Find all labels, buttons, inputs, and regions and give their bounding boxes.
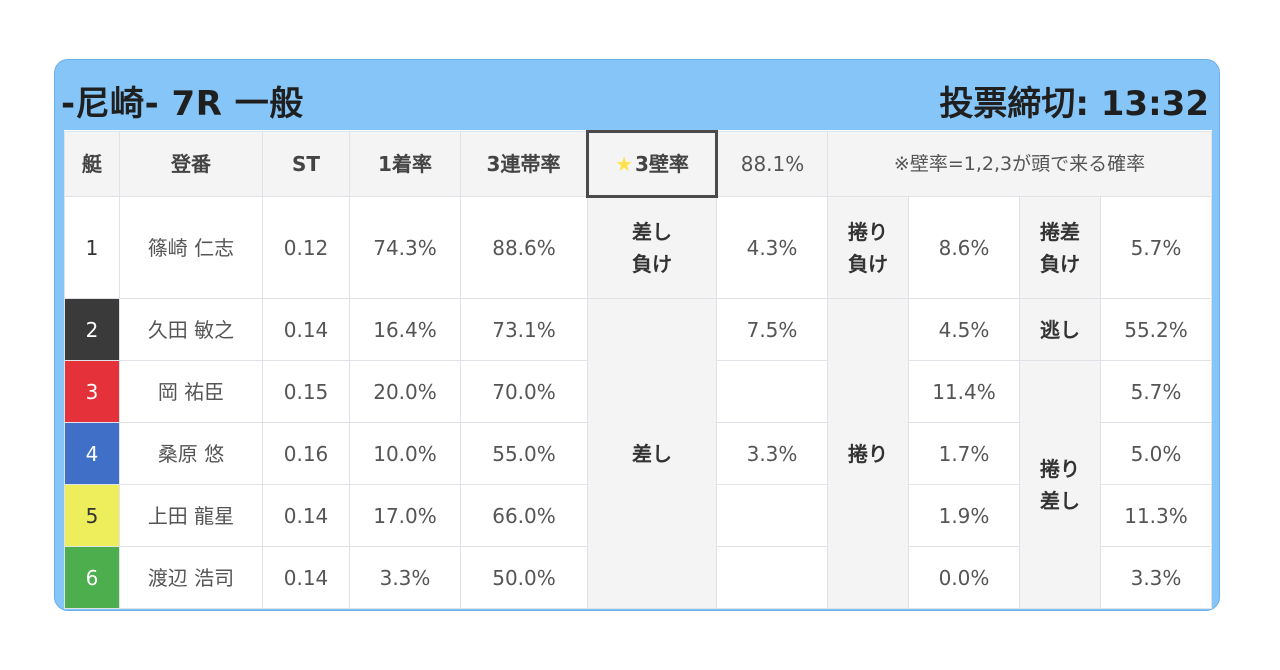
makurisashi-make-value: 5.7% — [1100, 196, 1212, 299]
racer-top3-rate: 55.0% — [460, 422, 588, 485]
racer-top3-rate: 66.0% — [460, 484, 588, 547]
racer-name: 渡辺 浩司 — [119, 546, 263, 609]
col-boat: 艇 — [64, 131, 120, 197]
race-title: -尼崎- 7R 一般 — [61, 84, 304, 124]
racer-win-rate: 10.0% — [349, 422, 461, 485]
racer-win-rate: 74.3% — [349, 196, 461, 299]
makuri-make-value: 8.6% — [908, 196, 1020, 299]
boat-number: 3 — [64, 360, 120, 423]
sashi-make-value: 4.3% — [716, 196, 828, 299]
col-top3: 3連帯率 — [460, 131, 588, 197]
table-row: 3 岡 祐臣 0.15 20.0% 70.0% 11.4% 捲り 差し 5.7% — [64, 360, 1212, 609]
wall-rate-value: 88.1% — [716, 131, 828, 197]
col-st: ST — [262, 131, 350, 197]
table-row: 1 篠崎 仁志 0.12 74.3% 88.6% 差し 負け 4.3% 捲り 負け … — [64, 196, 1212, 299]
racer-top3-rate: 73.1% — [460, 298, 588, 361]
racer-win-rate: 20.0% — [349, 360, 461, 423]
sashi-value — [716, 360, 828, 423]
race-panel: -尼崎- 7R 一般 投票締切: 13:32 艇 登番 ST 1着率 3連帯率 … — [54, 59, 1220, 611]
racer-name: 桑原 悠 — [119, 422, 263, 485]
makuri-value: 11.4% — [908, 360, 1020, 423]
makuri-value: 0.0% — [908, 546, 1020, 609]
sashi-value — [716, 484, 828, 547]
racer-st: 0.14 — [262, 484, 350, 547]
star-icon: ★ — [615, 152, 633, 176]
wall-rate-note: ※壁率=1,2,3が頭で来る確率 — [827, 131, 1212, 197]
sashi-value: 3.3% — [716, 422, 828, 485]
sashi-make-label: 差し 負け — [587, 196, 717, 299]
racer-st: 0.15 — [262, 360, 350, 423]
sashi-value — [716, 546, 828, 609]
vote-deadline: 投票締切: 13:32 — [939, 84, 1209, 124]
racer-name: 上田 龍星 — [119, 484, 263, 547]
makurisashi-value: 5.7% — [1100, 360, 1212, 423]
racer-st: 0.12 — [262, 196, 350, 299]
makuri-value: 1.7% — [908, 422, 1020, 485]
racer-top3-rate: 88.6% — [460, 196, 588, 299]
racer-top3-rate: 70.0% — [460, 360, 588, 423]
sashi-label: 差し — [587, 298, 717, 609]
wall-rate-label: ★ 3壁率 — [586, 130, 718, 198]
sashi-value: 7.5% — [716, 298, 828, 361]
racer-name: 篠崎 仁志 — [119, 196, 263, 299]
nige-value: 55.2% — [1100, 298, 1212, 361]
makuri-value: 1.9% — [908, 484, 1020, 547]
boat-number: 6 — [64, 546, 120, 609]
racer-name: 岡 祐臣 — [119, 360, 263, 423]
boat-number: 5 — [64, 484, 120, 547]
race-table: 艇 登番 ST 1着率 3連帯率 ★ 3壁率 88.1% ※壁率=1,2,3が頭で… — [64, 130, 1212, 609]
makurisashi-value: 11.3% — [1100, 484, 1212, 547]
table-row: 6 渡辺 浩司 0.14 3.3% 50.0% 0.0% 3.3% — [64, 546, 1212, 609]
boat-number: 2 — [64, 298, 120, 361]
makuri-make-label: 捲り 負け — [827, 196, 909, 299]
header-row: 艇 登番 ST 1着率 3連帯率 ★ 3壁率 88.1% ※壁率=1,2,3が頭で… — [64, 130, 1212, 198]
makurisashi-value: 5.0% — [1100, 422, 1212, 485]
col-win: 1着率 — [349, 131, 461, 197]
racer-win-rate: 3.3% — [349, 546, 461, 609]
nige-label: 逃し — [1019, 298, 1101, 361]
boat-number: 4 — [64, 422, 120, 485]
racer-name: 久田 敏之 — [119, 298, 263, 361]
col-reg: 登番 — [119, 131, 263, 197]
racer-st: 0.16 — [262, 422, 350, 485]
racer-st: 0.14 — [262, 298, 350, 361]
makurisashi-label: 捲り 差し — [1019, 360, 1101, 609]
racer-win-rate: 17.0% — [349, 484, 461, 547]
makuri-value: 4.5% — [908, 298, 1020, 361]
racer-st: 0.14 — [262, 546, 350, 609]
makuri-label: 捲り — [827, 298, 909, 609]
racer-win-rate: 16.4% — [349, 298, 461, 361]
table-row: 5 上田 龍星 0.14 17.0% 66.0% 1.9% 11.3% — [64, 484, 1212, 547]
wall-rate-text: 3壁率 — [635, 152, 689, 176]
boat-number: 1 — [64, 196, 120, 299]
makurisashi-make-label: 捲差 負け — [1019, 196, 1101, 299]
makurisashi-value: 3.3% — [1100, 546, 1212, 609]
table-row: 2 久田 敏之 0.14 16.4% 73.1% 差し 7.5% 捲り 4.5%… — [64, 298, 1212, 609]
racer-top3-rate: 50.0% — [460, 546, 588, 609]
